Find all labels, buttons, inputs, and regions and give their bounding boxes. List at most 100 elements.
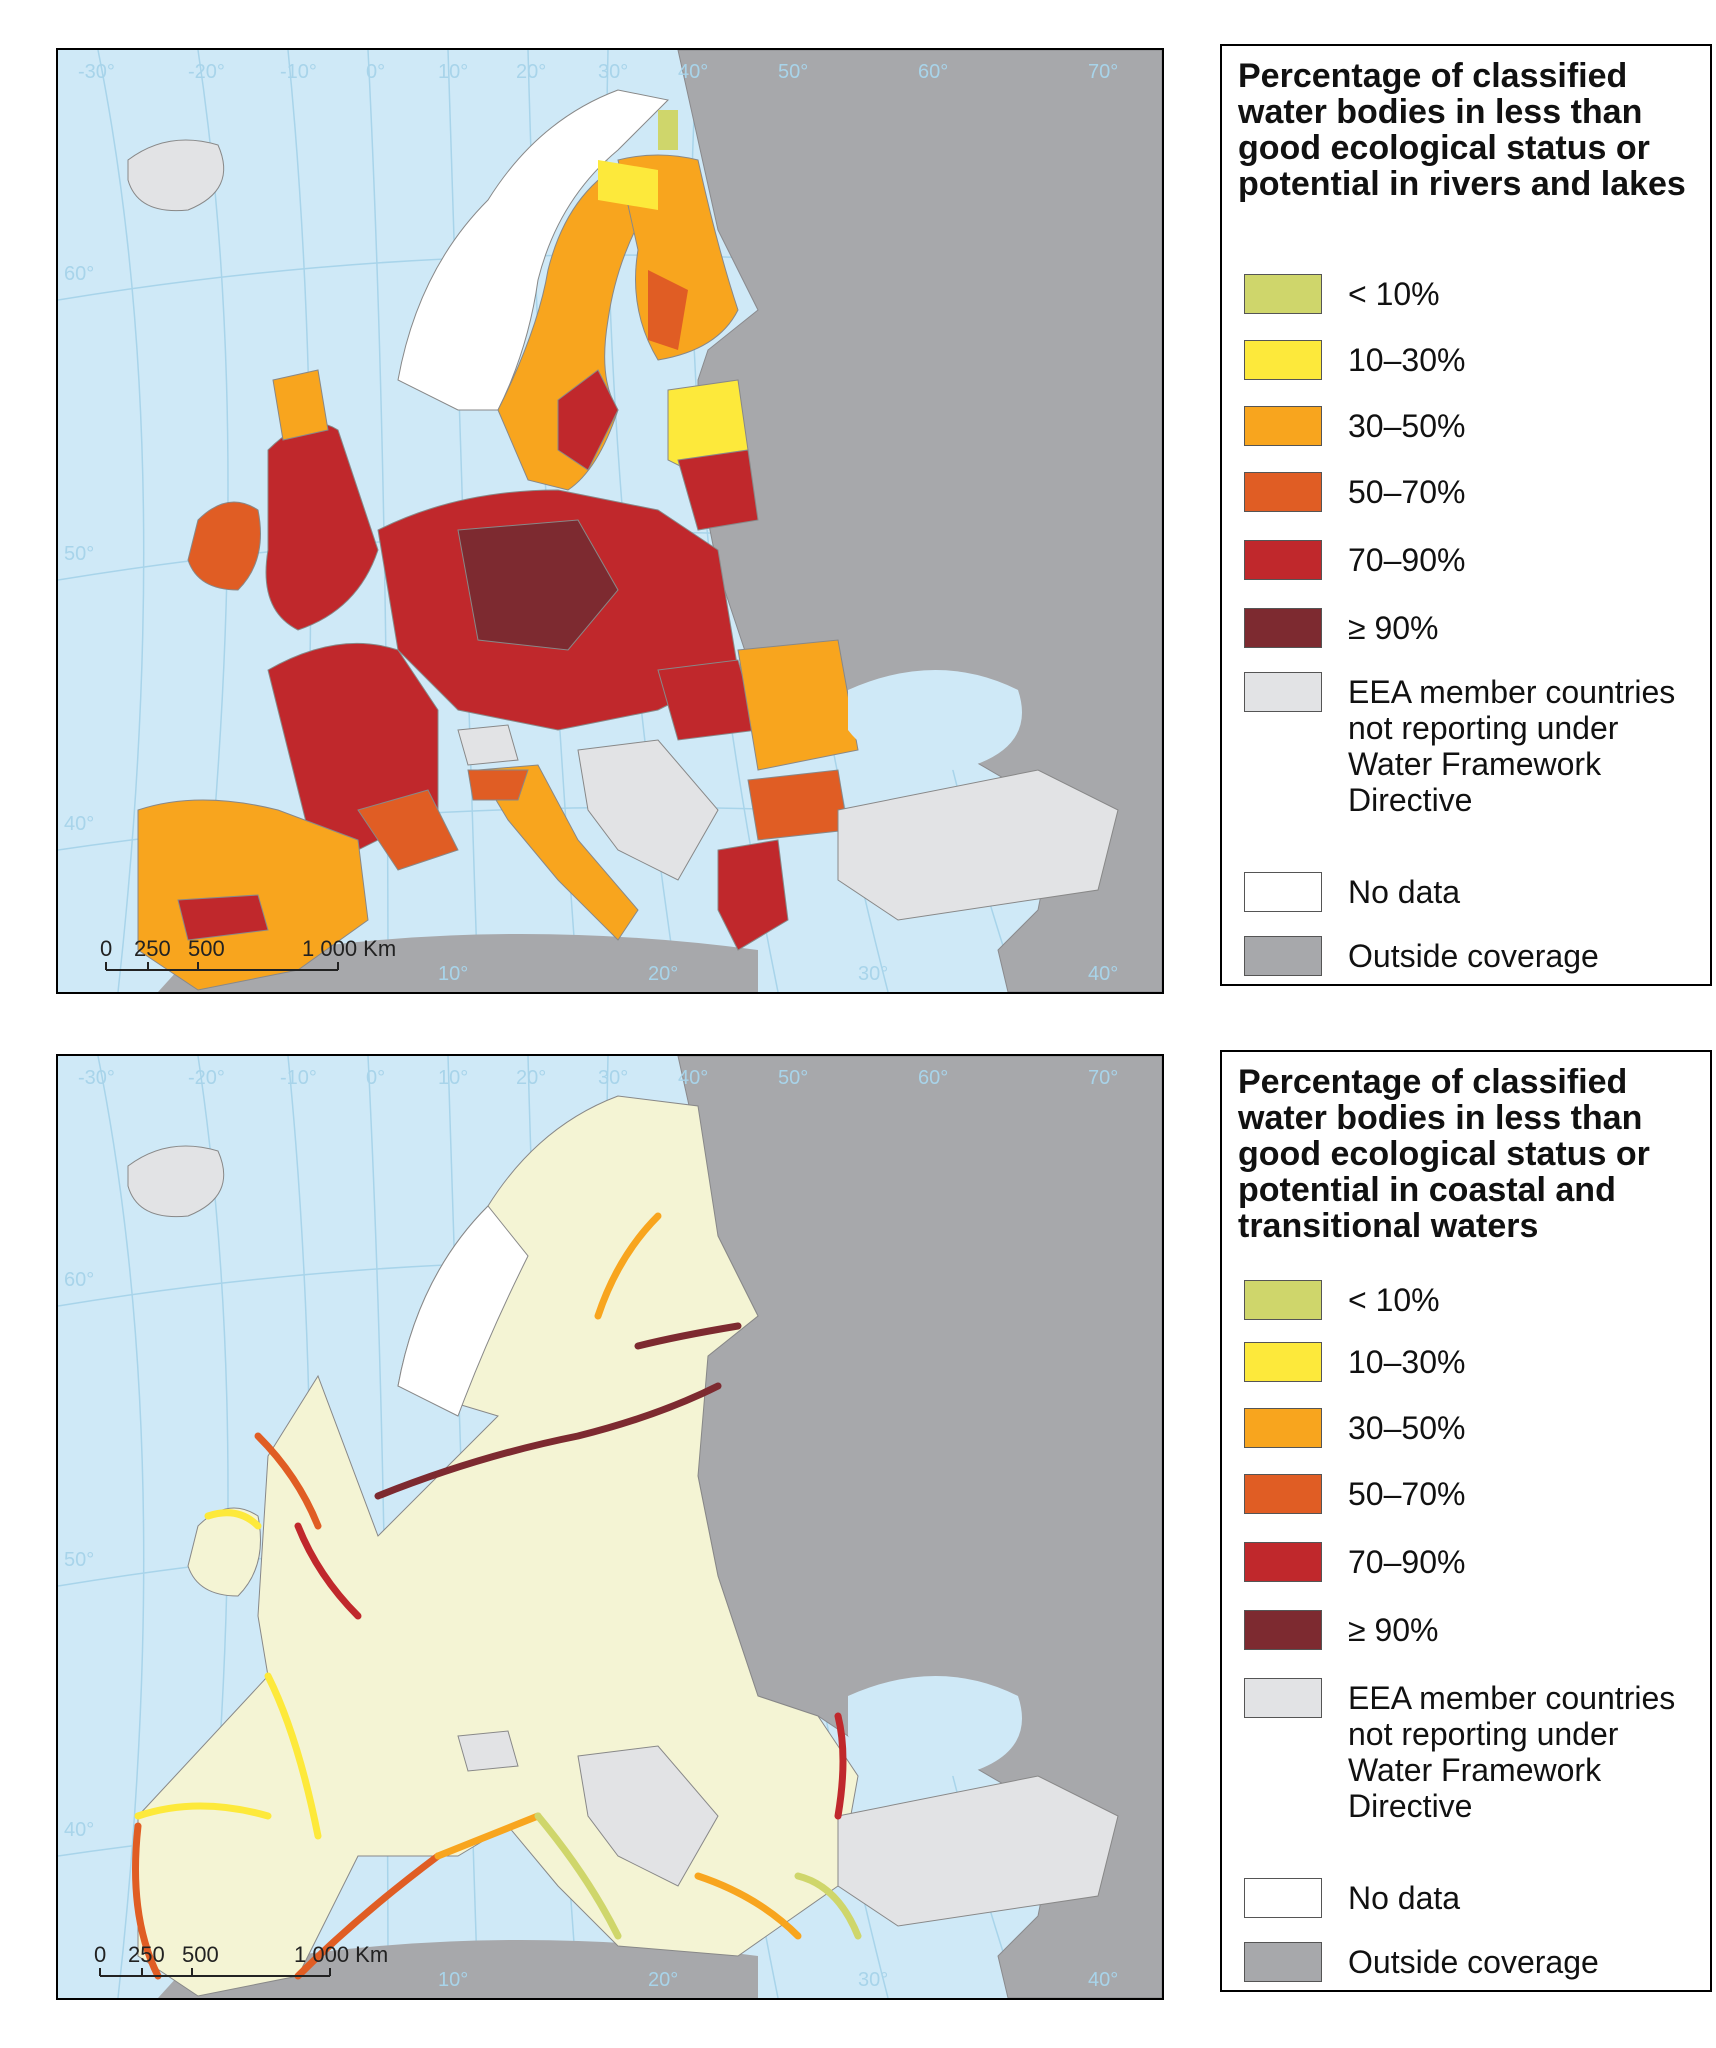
bulgaria [747,769,849,841]
turkey [837,1775,1119,1927]
coast-greece [694,1872,802,1940]
legend-rivers-lakes: Percentage of classified water bodies in… [1220,44,1712,986]
graticule-label: 10° [438,61,468,83]
legend-swatch [1244,1474,1322,1514]
legend-label: Outside coverage [1348,938,1599,974]
graticule-label: 60° [918,1067,948,1089]
coast-france-west [264,1672,322,1840]
graticule-label: 50° [778,1067,808,1089]
graticule-label: 50° [64,543,94,565]
legend-swatch [1244,1542,1322,1582]
coast-italy [534,1812,622,1940]
coastal-status-lines [132,1212,862,1980]
legend-swatch [1244,936,1322,976]
legend-label: 70–90% [1348,1544,1466,1580]
iceland [127,139,225,212]
legend-label: 10–30% [1348,1344,1466,1380]
graticule-label: 30° [598,1067,628,1089]
coast-gulf-bothnia [594,1212,662,1320]
scale-label: 0 [100,936,112,961]
scale-label: 500 [182,1942,219,1967]
coast-aegean [794,1872,862,1940]
western-balkans [577,1745,719,1887]
norway-coast [397,1205,529,1417]
spain-center [177,894,269,941]
finland-north [658,110,678,150]
legend-label: EEA member countries not reporting under… [1348,1680,1676,1824]
graticule-label: 30° [858,963,888,985]
scale-label: 250 [128,1942,165,1967]
legend-swatch [1244,1942,1322,1982]
switzerland [457,1730,519,1772]
coast-spain-med [294,1852,442,1980]
scale-bar: 0 250 500 1 000 Km [100,936,396,971]
graticule-label: 10° [438,1067,468,1089]
legend-label: ≥ 90% [1348,610,1439,646]
legend-swatch [1244,1678,1322,1718]
black-sea [848,1676,1022,1776]
graticule-label: 40° [678,1067,708,1089]
graticule-label: -30° [78,61,115,83]
western-balkans [577,739,719,881]
scale-label: 1 000 Km [302,936,396,961]
legend-swatch [1244,1408,1322,1448]
finland-lapland [598,160,658,210]
graticule-label: -20° [188,61,225,83]
graticule-label: 60° [64,1269,94,1291]
graticule-label: -10° [280,1067,317,1089]
scotland [272,369,329,441]
turkey [837,769,1119,921]
legend-label: EEA member countries not reporting under… [1348,674,1676,818]
coast-gulf-finland [634,1322,742,1350]
map-rivers-lakes-svg: -30° -20° -10° 0° 10° 20° 30° 40° 50° 60… [58,50,1162,992]
legend-swatch [1244,872,1322,912]
legend-label: < 10% [1348,276,1440,312]
finland-west [648,270,688,350]
legend-label: < 10% [1348,1282,1440,1318]
switzerland [457,724,519,766]
italy [477,764,639,941]
map-rivers-lakes: -30° -20° -10° 0° 10° 20° 30° 40° 50° 60… [56,48,1164,994]
graticule-label: 60° [64,263,94,285]
legend-label: 10–30% [1348,342,1466,378]
graticule-label: -30° [78,1067,115,1089]
graticule-label: 20° [648,963,678,985]
scale-label: 250 [134,936,171,961]
ireland [187,501,261,591]
legend-swatch [1244,1610,1322,1650]
legend-swatch [1244,1280,1322,1320]
graticule-label: 20° [516,61,546,83]
coast-ireland [204,1509,262,1530]
graticule-label: 30° [598,61,628,83]
graticule-label: 10° [438,963,468,985]
legend-swatch [1244,1342,1322,1382]
graticule-label: -20° [188,1067,225,1089]
map-coastal-transitional: -30° -20° -10° 0° 10° 20° 30° 40° 50° 60… [56,1054,1164,2000]
legend-swatch [1244,1878,1322,1918]
graticule-label: 50° [64,1549,94,1571]
legend-swatch [1244,406,1322,446]
legend-swatch [1244,608,1322,648]
graticule-labels: -30° -20° -10° 0° 10° 20° 30° 40° 50° 60… [64,1067,1118,1991]
graticule-label: 0° [366,1067,385,1089]
graticule-label: 50° [778,61,808,83]
graticule-label: 20° [516,1067,546,1089]
france-south [357,789,459,871]
scale-label: 500 [188,936,225,961]
legend-label: 50–70% [1348,1476,1466,1512]
romania [737,639,859,771]
legend-label: ≥ 90% [1348,1612,1439,1648]
graticule-label: 40° [64,1819,94,1841]
legend-swatch [1244,540,1322,580]
lithuania [677,449,759,531]
black-sea [848,670,1022,770]
coast-britain-south [294,1522,362,1620]
graticule-label: 70° [1088,61,1118,83]
graticule-label: -10° [280,61,317,83]
graticule-label: 10° [438,1969,468,1991]
graticule-label: 40° [64,813,94,835]
germany-core [457,519,619,651]
scale-bar: 0 250 500 1 000 Km [94,1942,388,1977]
legend-swatch [1244,340,1322,380]
coast-black-sea [834,1712,847,1820]
